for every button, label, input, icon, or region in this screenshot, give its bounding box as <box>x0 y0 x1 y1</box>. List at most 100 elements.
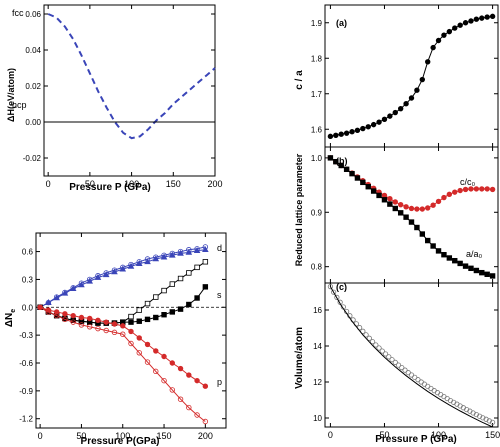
s-point <box>153 314 159 321</box>
a-a-point <box>452 257 458 264</box>
electrons-panel: Pressure P(GPa) ΔNe d s p 0 50 100 150 200 -1… <box>4 232 227 447</box>
volume-point <box>399 364 405 371</box>
a-a-point <box>435 248 442 254</box>
volume-point <box>331 289 337 295</box>
y-tick-label: 0.0 <box>22 303 34 312</box>
c-a-point <box>338 131 344 137</box>
p-point <box>53 309 60 315</box>
volume-point <box>366 335 372 341</box>
volume-point <box>434 390 441 396</box>
d-point <box>111 268 118 275</box>
c-c-point <box>484 186 490 192</box>
enthalpy-panel: fcc hcp Pressure P (GPa) ΔH(eV/atom) 0 50… <box>6 4 223 193</box>
p-point <box>70 312 76 319</box>
panel-label-b: (b) <box>336 156 348 166</box>
a-a-point <box>419 231 426 237</box>
fit-line <box>329 286 493 428</box>
plot-frame <box>324 282 499 428</box>
y-tick-label: 0.8 <box>311 263 323 272</box>
d-point <box>95 273 101 279</box>
c-a-point <box>484 14 490 20</box>
c-c-point <box>414 206 420 212</box>
plot-frame <box>324 4 499 148</box>
p-point <box>111 329 118 336</box>
d-point <box>193 247 201 253</box>
a-a-point <box>343 166 350 173</box>
volume-point <box>444 395 450 402</box>
d-point <box>144 256 151 262</box>
a-a-point <box>408 219 415 225</box>
s-point <box>144 300 151 307</box>
volume-point <box>489 419 496 425</box>
y-tick-label: 1.0 <box>311 154 323 163</box>
a-a-point <box>425 237 431 244</box>
c-a-point <box>408 95 415 101</box>
x-tick-label: 150 <box>166 179 181 189</box>
panel-label-c: (c) <box>336 282 347 292</box>
p-point <box>86 315 93 322</box>
a-a-point <box>473 267 480 274</box>
x-tick-label: 0 <box>46 179 51 189</box>
p-point <box>128 328 134 335</box>
volume-point <box>431 388 437 394</box>
p-point <box>177 396 184 402</box>
c-c-point <box>403 204 409 210</box>
p-point <box>153 348 159 354</box>
s-point <box>136 307 142 313</box>
a-a-point <box>327 155 334 161</box>
d-point <box>120 264 126 271</box>
panel-label-a: (a) <box>336 18 347 28</box>
x-tick-label: 50 <box>85 179 95 189</box>
volume-point <box>480 415 486 421</box>
p-point <box>144 359 151 365</box>
d-point <box>161 252 167 258</box>
x-axis-label: Pressure P (GPa) <box>69 182 151 193</box>
a-a-point <box>397 210 404 216</box>
d-point <box>135 260 143 266</box>
d-point <box>177 249 184 256</box>
c-a-point <box>457 22 463 28</box>
c-c-point <box>468 186 474 192</box>
c-c-point <box>446 191 453 198</box>
c-a-point <box>349 129 355 135</box>
a-a-point <box>489 273 496 279</box>
d-point <box>169 250 176 257</box>
volume-point <box>386 354 392 360</box>
c-a-point <box>403 100 409 107</box>
d-point <box>102 271 110 278</box>
volume-point <box>402 367 408 373</box>
x-tick-label: 200 <box>198 431 213 441</box>
ca-ratio-panel: (a) c / a 1.6 1.7 1.8 1.9 <box>294 4 499 148</box>
c-a-point <box>435 37 442 44</box>
y-tick-label: -1.2 <box>19 415 33 424</box>
c-c-point <box>435 198 442 205</box>
d-point <box>136 259 142 265</box>
d-point <box>45 299 52 306</box>
d-point <box>119 265 127 272</box>
c-a-point <box>381 116 388 123</box>
s-point <box>202 284 209 290</box>
x-tick-label: 100 <box>431 430 446 440</box>
volume-point <box>376 345 382 351</box>
series-label-d: d <box>217 243 222 253</box>
c-a-point <box>425 59 431 65</box>
a-a-point <box>468 265 474 272</box>
volume-point <box>395 362 402 368</box>
a-a-point <box>376 192 382 199</box>
c-c-point <box>387 195 393 202</box>
s-point <box>177 306 184 312</box>
p-point <box>62 311 68 317</box>
d-point <box>78 281 85 288</box>
a-a-point <box>441 252 447 258</box>
x-tick-label: 100 <box>115 431 130 441</box>
c-c-point <box>489 186 496 193</box>
p-point <box>53 312 60 319</box>
c-c-point <box>452 189 458 195</box>
p-line <box>39 306 206 422</box>
p-point <box>194 412 200 418</box>
c-a-point <box>360 125 366 132</box>
y-axis-label: Volume/atom <box>294 327 305 389</box>
a-a-point <box>338 162 344 169</box>
p-point <box>153 368 159 375</box>
volume-point <box>392 359 398 365</box>
